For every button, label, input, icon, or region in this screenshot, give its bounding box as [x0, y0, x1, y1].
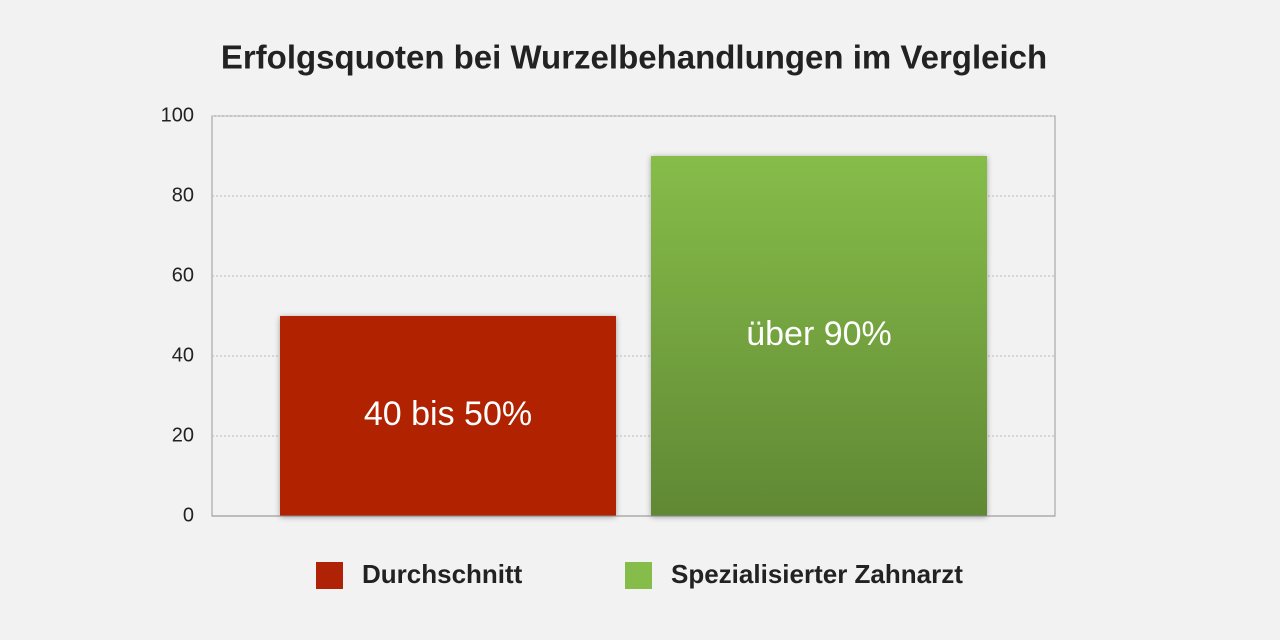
legend-swatch: [625, 562, 652, 589]
y-tick-label: 40: [172, 344, 194, 366]
y-tick-label: 60: [172, 264, 194, 286]
legend-swatch: [316, 562, 343, 589]
y-tick-label: 80: [172, 184, 194, 206]
data-label: 40 bis 50%: [364, 395, 532, 433]
y-tick-label: 0: [183, 504, 194, 526]
chart-title: Erfolgsquoten bei Wurzelbehandlungen im …: [221, 39, 1047, 76]
y-tick-label: 100: [161, 104, 194, 126]
y-tick-label: 20: [172, 424, 194, 446]
bar-shade: [651, 156, 987, 516]
bar: [280, 316, 616, 516]
legend-label: Durchschnitt: [362, 559, 523, 589]
legend-label: Spezialisierter Zahnarzt: [671, 559, 963, 589]
data-label: über 90%: [746, 315, 892, 353]
